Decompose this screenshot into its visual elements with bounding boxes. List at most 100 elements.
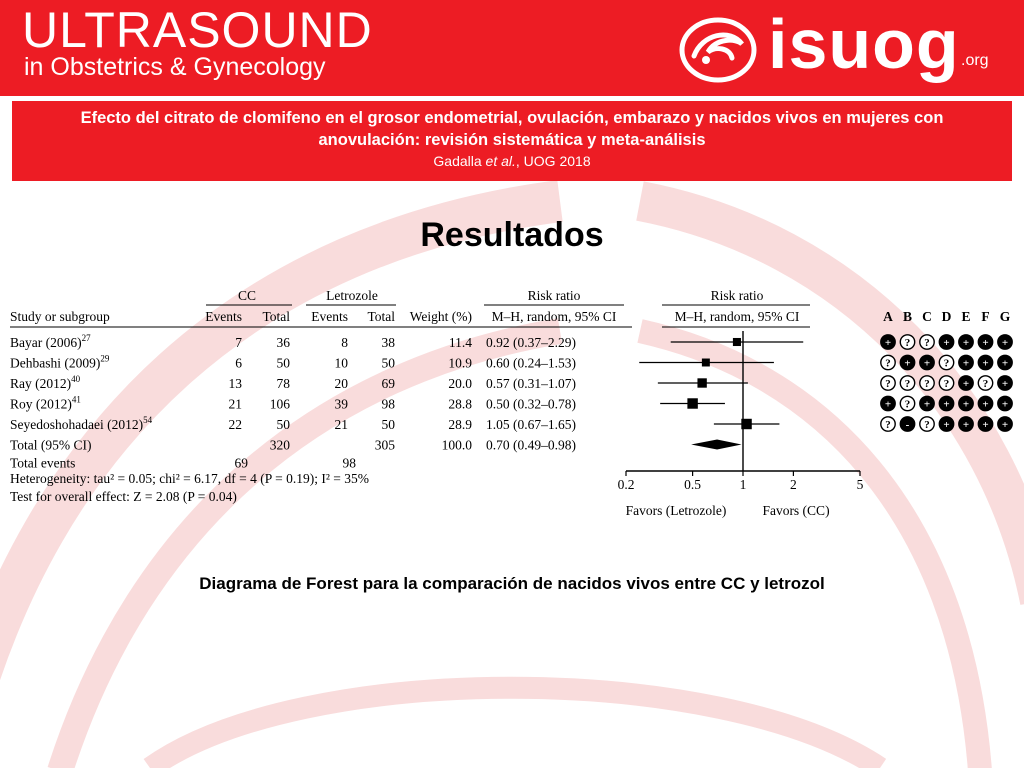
study-name: Roy (2012)41 xyxy=(10,395,81,412)
citation-etal: et al. xyxy=(485,153,516,169)
table-row: Bayar (2006)27 7 36 8 38 11.4 0.92 (0.37–2.29) xyxy=(10,333,576,350)
background-arcs xyxy=(0,181,1024,768)
cc-total: 78 xyxy=(277,376,291,391)
bias-domain-label: A xyxy=(883,309,893,324)
col-let-events: Events xyxy=(311,309,348,324)
col-rr-plot: M–H, random, 95% CI xyxy=(675,309,800,324)
heterogeneity: Heterogeneity: tau² = 0.05; chi² = 6.17,… xyxy=(10,471,369,486)
table-row: Dehbashi (2009)29 6 50 10 50 10.9 0.60 (0.24–1… xyxy=(10,354,576,371)
weight: 28.8 xyxy=(448,397,472,412)
cc-events: 21 xyxy=(229,397,243,412)
col-weight: Weight (%) xyxy=(410,309,472,324)
total-label: Total (95% CI) xyxy=(10,438,92,453)
svg-text:+: + xyxy=(982,419,988,431)
let-events: 39 xyxy=(335,397,349,412)
point-estimate xyxy=(687,398,698,409)
svg-text:?: ? xyxy=(944,358,950,370)
cc-total: 36 xyxy=(277,335,291,350)
bias-marker: + xyxy=(938,334,955,350)
x-tick-label: 1 xyxy=(740,477,747,492)
total-events-let: 98 xyxy=(343,456,357,471)
study-ref: 54 xyxy=(143,415,153,425)
svg-text:?: ? xyxy=(924,378,930,390)
bias-marker: + xyxy=(997,354,1013,371)
header-cc: CC xyxy=(238,288,256,303)
bias-marker: + xyxy=(997,416,1013,432)
col-cc-events: Events xyxy=(205,309,242,324)
total-let: 305 xyxy=(375,438,396,453)
let-total: 98 xyxy=(382,397,396,412)
col-let-total: Total xyxy=(367,309,395,324)
study-title: Efecto del citrato de clomifeno en el gr… xyxy=(80,109,944,149)
bias-marker: ? xyxy=(919,416,935,432)
bias-marker: + xyxy=(958,354,974,371)
point-estimate xyxy=(697,378,707,388)
bias-marker: + xyxy=(977,416,994,432)
forest-plot: CC Letrozole Risk ratio Risk ratio Study… xyxy=(10,283,1016,523)
let-events: 8 xyxy=(341,335,348,350)
svg-text:+: + xyxy=(1002,399,1008,411)
point-estimate xyxy=(701,358,710,367)
rr-ci: 0.50 (0.32–0.78) xyxy=(486,397,576,412)
favors-right: Favors (CC) xyxy=(762,503,829,518)
table-row: Ray (2012)40 13 78 20 69 20.0 0.57 (0.31–1.07) xyxy=(10,374,576,391)
svg-text:?: ? xyxy=(905,337,911,349)
let-events: 20 xyxy=(335,376,349,391)
x-tick-label: 2 xyxy=(790,477,797,492)
overall-effect: Test for overall effect: Z = 2.08 (P = 0… xyxy=(10,489,237,504)
svg-text:+: + xyxy=(943,419,949,431)
svg-text:+: + xyxy=(943,337,949,349)
bias-domain-label: D xyxy=(942,309,952,324)
x-tick-label: 0.5 xyxy=(684,477,701,492)
bias-marker: + xyxy=(919,354,935,371)
total-cc: 320 xyxy=(270,438,291,453)
cc-events: 13 xyxy=(229,376,243,391)
total-events-label: Total events xyxy=(10,456,75,471)
let-events: 10 xyxy=(335,356,349,371)
svg-text:+: + xyxy=(924,399,930,411)
bias-marker: + xyxy=(997,395,1013,412)
let-total: 38 xyxy=(382,335,396,350)
bias-domain-label: F xyxy=(981,309,989,324)
bias-marker: + xyxy=(958,375,974,391)
svg-text:+: + xyxy=(885,337,891,349)
svg-text:+: + xyxy=(885,399,891,411)
svg-text:?: ? xyxy=(885,378,891,390)
bias-marker: + xyxy=(977,395,994,412)
total-weight: 100.0 xyxy=(442,438,473,453)
bias-marker: + xyxy=(919,395,935,412)
col-study: Study or subgroup xyxy=(10,309,110,324)
svg-text:+: + xyxy=(1002,337,1008,349)
bias-marker: ? xyxy=(919,334,935,350)
col-rr-table: M–H, random, 95% CI xyxy=(492,309,617,324)
study-name: Bayar (2006)27 xyxy=(10,333,91,350)
header-letrozole: Letrozole xyxy=(326,288,378,303)
journal-subtitle: in Obstetrics & Gynecology xyxy=(24,53,326,81)
bias-marker: ? xyxy=(899,334,916,350)
svg-text:+: + xyxy=(1002,419,1008,431)
cc-events: 6 xyxy=(235,356,242,371)
rr-ci: 0.57 (0.31–1.07) xyxy=(486,376,576,391)
cc-total: 106 xyxy=(270,397,291,412)
bias-marker: ? xyxy=(938,354,955,371)
svg-text:?: ? xyxy=(905,399,911,411)
bias-marker: + xyxy=(977,354,994,371)
study-ref: 41 xyxy=(72,395,81,405)
citation-journal: , UOG 2018 xyxy=(515,153,591,169)
weight: 28.9 xyxy=(448,417,472,432)
section-title: Resultados xyxy=(420,216,604,254)
cc-total: 50 xyxy=(277,417,291,432)
x-tick-label: 5 xyxy=(857,477,864,492)
study-ref: 27 xyxy=(82,333,92,343)
svg-text:?: ? xyxy=(944,378,950,390)
point-estimate xyxy=(741,418,752,430)
weight: 10.9 xyxy=(448,356,472,371)
cc-events: 22 xyxy=(229,417,243,432)
bias-marker: + xyxy=(997,375,1013,391)
bias-marker: + xyxy=(938,395,955,412)
svg-text:?: ? xyxy=(983,378,989,390)
let-events: 21 xyxy=(335,417,349,432)
total-row: Total (95% CI) 320 305 100.0 0.70 (0.49–0.98… xyxy=(10,438,576,453)
bias-marker: + xyxy=(958,395,974,412)
rr-ci: 0.60 (0.24–1.53) xyxy=(486,356,576,371)
